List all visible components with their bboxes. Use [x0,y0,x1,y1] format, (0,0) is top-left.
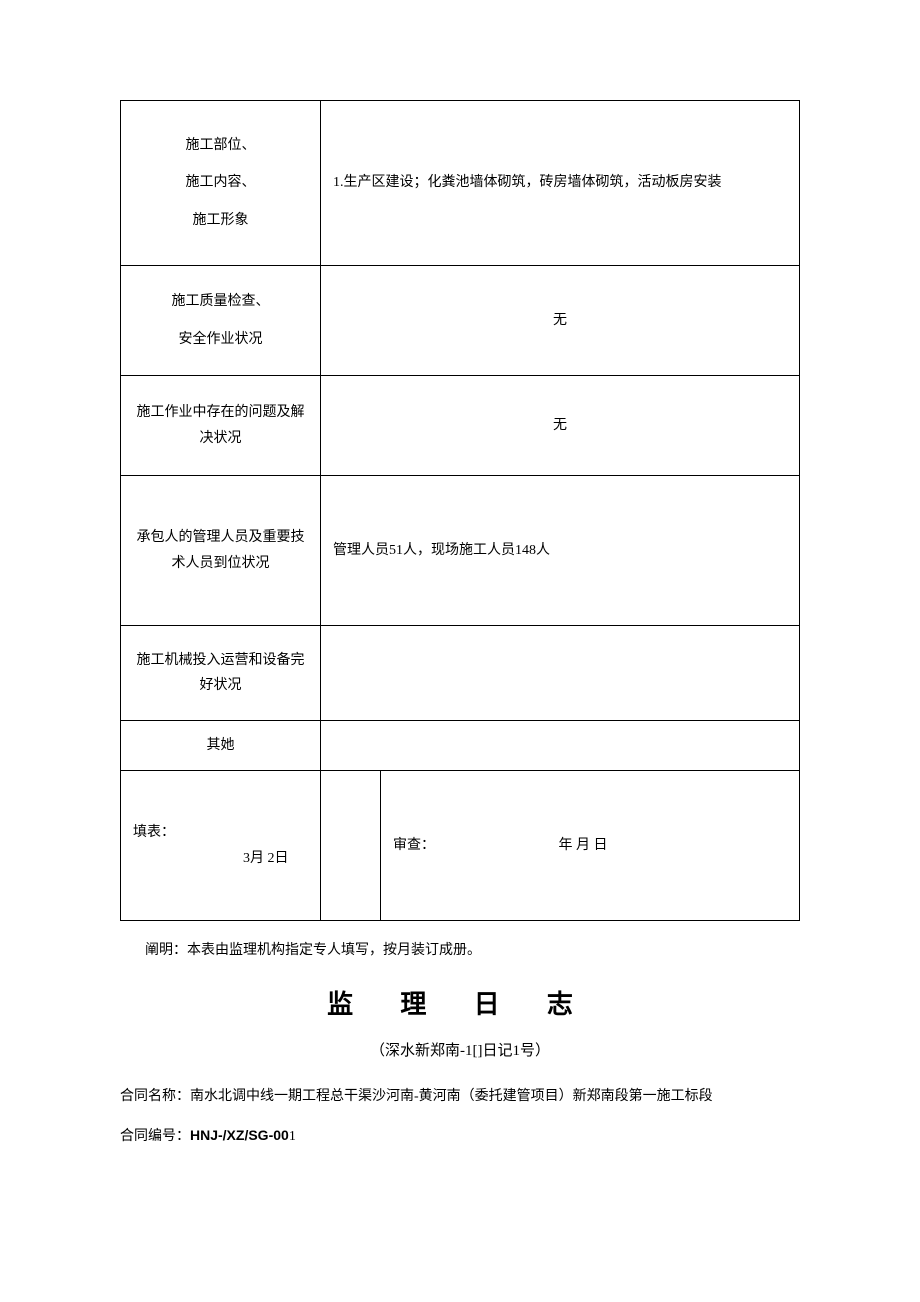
review-date: 年 月 日 [559,833,608,858]
row-label-problems: 施工作业中存在的问题及解决状况 [121,376,321,476]
row-label-construction-site: 施工部位、 施工内容、 施工形象 [121,101,321,266]
table-row: 施工部位、 施工内容、 施工形象 1.生产区建设；化粪池墙体砌筑，砖房墙体砌筑，… [121,101,800,266]
table-row: 其她 [121,721,800,771]
row-content [321,626,800,721]
row-label-other: 其她 [121,721,321,771]
contract-number: 合同编号：HNJ-/XZ/SG-001 [120,1125,800,1145]
fill-label: 填表： [133,820,175,845]
row-label-quality-check: 施工质量检查、 安全作业状况 [121,266,321,376]
footer-mid-cell [321,771,381,921]
row-content [321,721,800,771]
row-label-machinery: 施工机械投入运营和设备完好状况 [121,626,321,721]
table-footer-row: 填表： 3月 2日 审查： 年 月 日 [121,771,800,921]
label-line: 其她 [207,738,235,753]
label-line: 施工内容、 [133,170,308,195]
label-line: 安全作业状况 [133,327,308,352]
contract-name-value: 南水北调中线一期工程总干渠沙河南-黄河南（委托建管项目）新郑南段第一施工标段 [190,1089,713,1104]
row-content: 无 [321,376,800,476]
footer-right-cell: 审查： 年 月 日 [381,771,800,921]
contract-number-suffix: 1 [289,1129,296,1144]
table-row: 施工机械投入运营和设备完好状况 [121,626,800,721]
row-label-personnel: 承包人的管理人员及重要技术人员到位状况 [121,476,321,626]
note-text: 阐明：本表由监理机构指定专人填写，按月装订成册。 [145,939,800,959]
fill-date: 3月 2日 [243,846,289,871]
label-line: 施工形象 [133,208,308,233]
table-row: 施工质量检查、 安全作业状况 无 [121,266,800,376]
row-content: 无 [321,266,800,376]
construction-log-table: 施工部位、 施工内容、 施工形象 1.生产区建设；化粪池墙体砌筑，砖房墙体砌筑，… [120,100,800,921]
page-subtitle: （深水新郑南-1[]日记1号） [120,1039,800,1060]
label-line: 施工作业中存在的问题及解决状况 [137,405,305,445]
footer-left-cell: 填表： 3月 2日 [121,771,321,921]
label-line: 施工机械投入运营和设备完好状况 [137,653,305,693]
label-line: 承包人的管理人员及重要技术人员到位状况 [137,530,305,570]
label-line: 施工质量检查、 [133,289,308,314]
table-row: 施工作业中存在的问题及解决状况 无 [121,376,800,476]
row-content: 管理人员51人，现场施工人员148人 [321,476,800,626]
table-row: 承包人的管理人员及重要技术人员到位状况 管理人员51人，现场施工人员148人 [121,476,800,626]
row-content: 1.生产区建设；化粪池墙体砌筑，砖房墙体砌筑，活动板房安装 [321,101,800,266]
contract-name: 合同名称：南水北调中线一期工程总干渠沙河南-黄河南（委托建管项目）新郑南段第一施… [120,1085,800,1105]
label-line: 施工部位、 [133,133,308,158]
contract-number-label: 合同编号： [120,1129,190,1144]
page-title: 监 理 日 志 [120,984,800,1021]
contract-name-label: 合同名称： [120,1089,190,1104]
review-label: 审查： [393,833,435,858]
contract-number-value: HNJ-/XZ/SG-00 [190,1127,289,1143]
